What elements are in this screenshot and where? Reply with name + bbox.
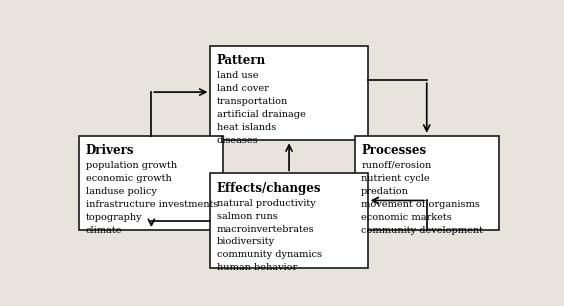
Text: climate: climate: [86, 226, 122, 235]
Text: community development: community development: [361, 226, 483, 235]
Text: population growth: population growth: [86, 161, 177, 170]
Text: nutrient cycle: nutrient cycle: [361, 174, 430, 183]
Bar: [210, 46, 368, 140]
Text: runoff/erosion: runoff/erosion: [361, 161, 431, 170]
Text: economic markets: economic markets: [361, 213, 452, 222]
Text: salmon runs: salmon runs: [217, 211, 277, 221]
Text: human behavior: human behavior: [217, 263, 297, 272]
Text: topography: topography: [86, 213, 143, 222]
Text: transportation: transportation: [217, 97, 288, 106]
Bar: [355, 136, 499, 230]
Bar: [79, 136, 223, 230]
Text: Drivers: Drivers: [86, 144, 134, 157]
Text: diseases: diseases: [217, 136, 258, 145]
Text: economic growth: economic growth: [86, 174, 171, 183]
Text: artificial drainage: artificial drainage: [217, 110, 306, 119]
Text: community dynamics: community dynamics: [217, 250, 322, 259]
Bar: [210, 174, 368, 268]
Text: landuse policy: landuse policy: [86, 187, 157, 196]
Text: land use: land use: [217, 71, 258, 80]
Text: movement of organisms: movement of organisms: [361, 200, 480, 209]
Text: biodiversity: biodiversity: [217, 237, 275, 246]
Text: macroinvertebrates: macroinvertebrates: [217, 225, 315, 233]
Text: heat islands: heat islands: [217, 123, 276, 132]
Text: natural productivity: natural productivity: [217, 199, 316, 207]
Text: Effects/changes: Effects/changes: [217, 182, 321, 195]
Text: Processes: Processes: [361, 144, 426, 157]
Text: predation: predation: [361, 187, 409, 196]
Text: infrastructure investments: infrastructure investments: [86, 200, 218, 209]
Text: Pattern: Pattern: [217, 54, 266, 67]
Text: land cover: land cover: [217, 84, 269, 93]
